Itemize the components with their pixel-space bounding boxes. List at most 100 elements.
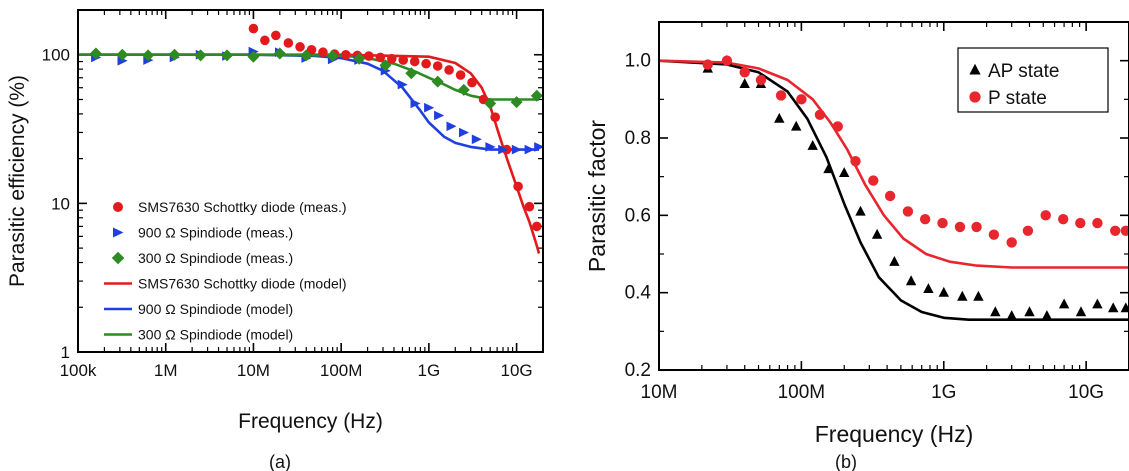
data-point	[791, 120, 802, 131]
data-point	[397, 79, 408, 90]
x-tick-label: 10M	[641, 382, 678, 403]
legend-label: SMS7630 Schottky diode (model)	[138, 276, 347, 292]
legend-box	[957, 47, 1109, 113]
data-point	[1057, 214, 1069, 225]
data-point	[409, 56, 420, 67]
data-point	[434, 110, 445, 121]
data-point	[306, 44, 317, 55]
legend-label: AP state	[988, 61, 1059, 82]
x-tick-label: 1G	[418, 361, 441, 380]
data-point	[353, 52, 366, 65]
data-point	[938, 286, 949, 297]
data-point	[937, 217, 948, 229]
data-point	[1120, 302, 1129, 313]
y-tick-label: 0.8	[625, 128, 651, 149]
data-point	[248, 23, 259, 34]
x-tick-label: 100k	[60, 361, 97, 380]
data-point	[379, 59, 392, 72]
data-point	[273, 47, 286, 60]
data-point	[1058, 298, 1070, 309]
x-tick-label: 100M	[320, 361, 363, 380]
data-point	[1092, 217, 1103, 229]
plot-area	[78, 23, 543, 254]
data-point	[326, 50, 339, 62]
data-point	[271, 30, 281, 41]
chart-panel-a: 100k 1M 10M 100M 1G 10G 1 10 100 Frequency (Hz) Pa…	[6, 9, 544, 433]
data-point	[467, 77, 477, 88]
data-point	[850, 156, 861, 167]
data-point	[1006, 237, 1017, 248]
data-point	[796, 94, 807, 105]
data-point	[221, 49, 233, 62]
data-point	[446, 121, 457, 132]
data-point	[457, 83, 470, 96]
data-point	[868, 175, 879, 186]
legend: SMS7630 Schottky diode (meas.) 900 Ω Spin…	[104, 199, 347, 343]
data-point	[444, 65, 454, 75]
data-point	[1022, 225, 1034, 236]
data-point	[194, 49, 207, 62]
x-tick-label: 100M	[778, 382, 826, 403]
series-line	[659, 59, 1129, 321]
legend-marker	[969, 63, 981, 75]
legend-label: 300 Ω Spindiode (model)	[138, 327, 293, 343]
data-point	[1041, 310, 1053, 320]
data-point	[871, 228, 883, 239]
data-point	[116, 48, 129, 61]
data-point	[755, 74, 767, 86]
legend-marker	[113, 202, 123, 212]
data-point	[375, 52, 386, 63]
caption-b: (b)	[835, 452, 857, 471]
data-point	[398, 55, 409, 65]
x-tick-label: 10G	[501, 361, 533, 380]
x-tick-label: 10M	[237, 361, 270, 380]
y-tick-label: 1	[61, 343, 70, 362]
data-point	[1110, 225, 1121, 236]
data-point	[832, 121, 843, 132]
y-tick-label: 10	[51, 194, 70, 213]
data-point	[1024, 306, 1035, 317]
data-point	[702, 59, 713, 70]
data-point	[990, 306, 1001, 317]
y-tick-label: 0.2	[625, 360, 651, 381]
data-point	[432, 61, 443, 71]
data-point	[405, 67, 418, 80]
legend: AP state P state	[957, 47, 1109, 113]
chart-panel-b: 10M 100M 1G 10G 0.2 0.4 0.6 0.8 1.0 Frequency (Hz…	[584, 21, 1129, 447]
data-point	[532, 221, 542, 232]
data-point	[1006, 310, 1017, 320]
data-point	[971, 221, 982, 233]
series-line	[659, 59, 1129, 269]
data-point	[511, 144, 522, 155]
data-point	[839, 167, 850, 177]
data-point	[1108, 302, 1119, 313]
legend-marker	[969, 91, 981, 103]
data-point	[807, 140, 818, 150]
data-point	[142, 49, 155, 62]
data-point	[534, 142, 543, 152]
data-point	[498, 144, 509, 155]
data-point	[855, 205, 866, 216]
data-point	[814, 109, 826, 121]
data-point	[300, 49, 313, 62]
data-point	[902, 206, 914, 217]
data-point	[739, 67, 750, 78]
data-point	[905, 275, 917, 286]
data-point	[513, 181, 523, 192]
legend-label: 900 Ω Spindiode (model)	[138, 301, 293, 317]
data-point	[471, 134, 482, 145]
data-point	[1075, 306, 1087, 317]
data-point	[973, 290, 984, 301]
legend-label: SMS7630 Schottky diode (meas.)	[138, 199, 347, 215]
data-point	[1092, 298, 1103, 309]
x-tick-label: 10G	[1068, 382, 1104, 403]
plot-frame	[658, 21, 1129, 371]
data-point	[510, 96, 523, 109]
data-point	[884, 190, 896, 202]
legend-marker	[113, 227, 124, 238]
y-tick-label: 0.4	[625, 283, 652, 304]
data-point	[295, 42, 305, 52]
data-point	[89, 47, 102, 60]
y-axis-title: Parasitic factor	[584, 120, 610, 272]
